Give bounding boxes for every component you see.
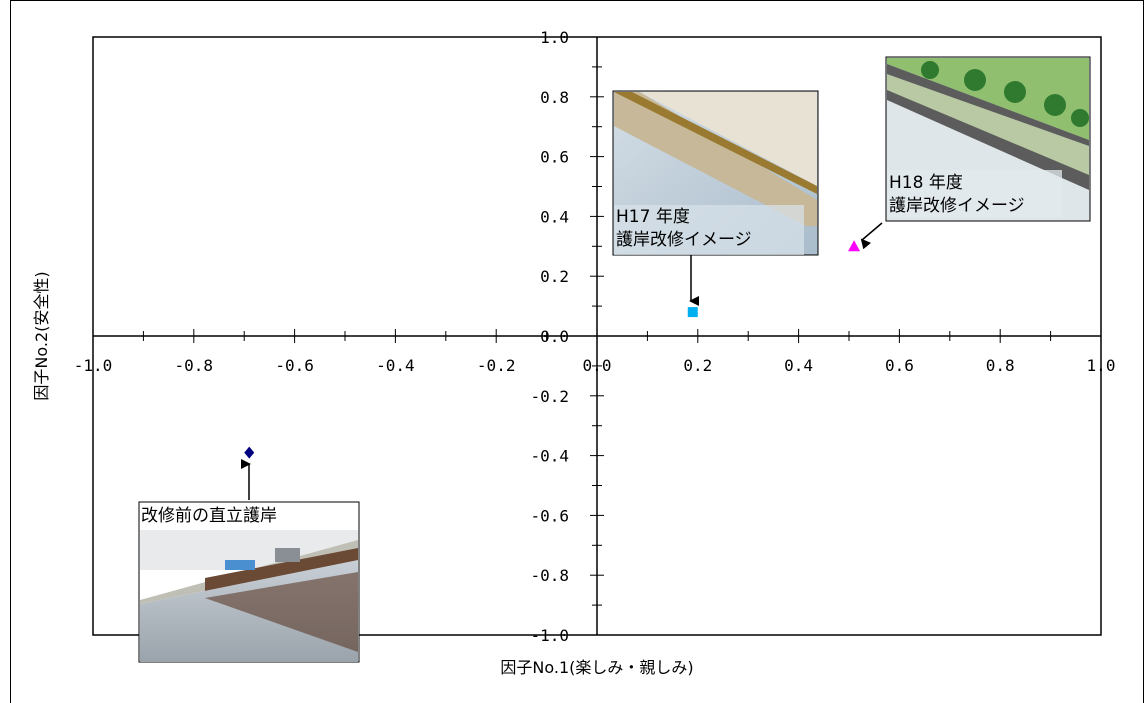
y-axis-title: 因子No.2(安全性) xyxy=(32,271,51,400)
annotation-h18-line1: H18 年度 xyxy=(889,173,963,193)
axes xyxy=(92,36,1102,636)
point-triangle xyxy=(848,240,861,252)
x-tick-label: -0.2 xyxy=(477,356,516,375)
annotation-h17-line1: H17 年度 xyxy=(616,207,690,227)
x-tick-label: -0.6 xyxy=(275,356,314,375)
x-tick-label: 0.2 xyxy=(683,356,712,375)
x-tick-label: -1.0 xyxy=(74,356,113,375)
y-tick-label: -0.2 xyxy=(530,387,569,406)
x-tick-label: -0.4 xyxy=(376,356,415,375)
y-tick-label: 0.2 xyxy=(540,267,569,286)
chart-frame xyxy=(10,0,1144,703)
point-square xyxy=(687,307,698,318)
seawall-before-photo xyxy=(138,501,360,663)
y-tick-label: 0.0 xyxy=(540,327,569,346)
x-axis-title: 因子No.1(楽しみ・親しみ) xyxy=(500,658,693,677)
annotation-before: 改修前の直立護岸 xyxy=(141,506,277,526)
y-tick-label: -1.0 xyxy=(530,626,569,645)
x-tick-label: 1.0 xyxy=(1087,356,1116,375)
h17-revetment-photo xyxy=(612,90,819,256)
x-tick-label: 0.8 xyxy=(986,356,1015,375)
x-tick-label: -0.8 xyxy=(175,356,214,375)
x-tick-label: 0.0 xyxy=(583,356,612,375)
annotation-h17-line2: 護岸改修イメージ xyxy=(616,230,752,250)
x-tick-label: 0.4 xyxy=(784,356,813,375)
y-tick-label: -0.6 xyxy=(530,506,569,525)
y-tick-label: -0.4 xyxy=(530,447,569,466)
y-tick-label: -0.8 xyxy=(530,566,569,585)
arrow-h18 xyxy=(860,222,883,250)
tick-labels: -1.0 -0.8 -0.6 -0.4 -0.2 0.0 0.2 0.4 0.6 0.8 1.0 1.… xyxy=(74,28,1116,645)
data-points xyxy=(244,240,861,459)
y-tick-label: 0.4 xyxy=(540,207,569,226)
y-tick-label: 0.8 xyxy=(540,88,569,107)
annotation-h18-line2: 護岸改修イメージ xyxy=(889,196,1025,216)
y-tick-label: 1.0 xyxy=(540,28,569,47)
point-diamond xyxy=(244,446,255,459)
x-tick-label: 0.6 xyxy=(885,356,914,375)
y-tick-label: 0.6 xyxy=(540,148,569,167)
